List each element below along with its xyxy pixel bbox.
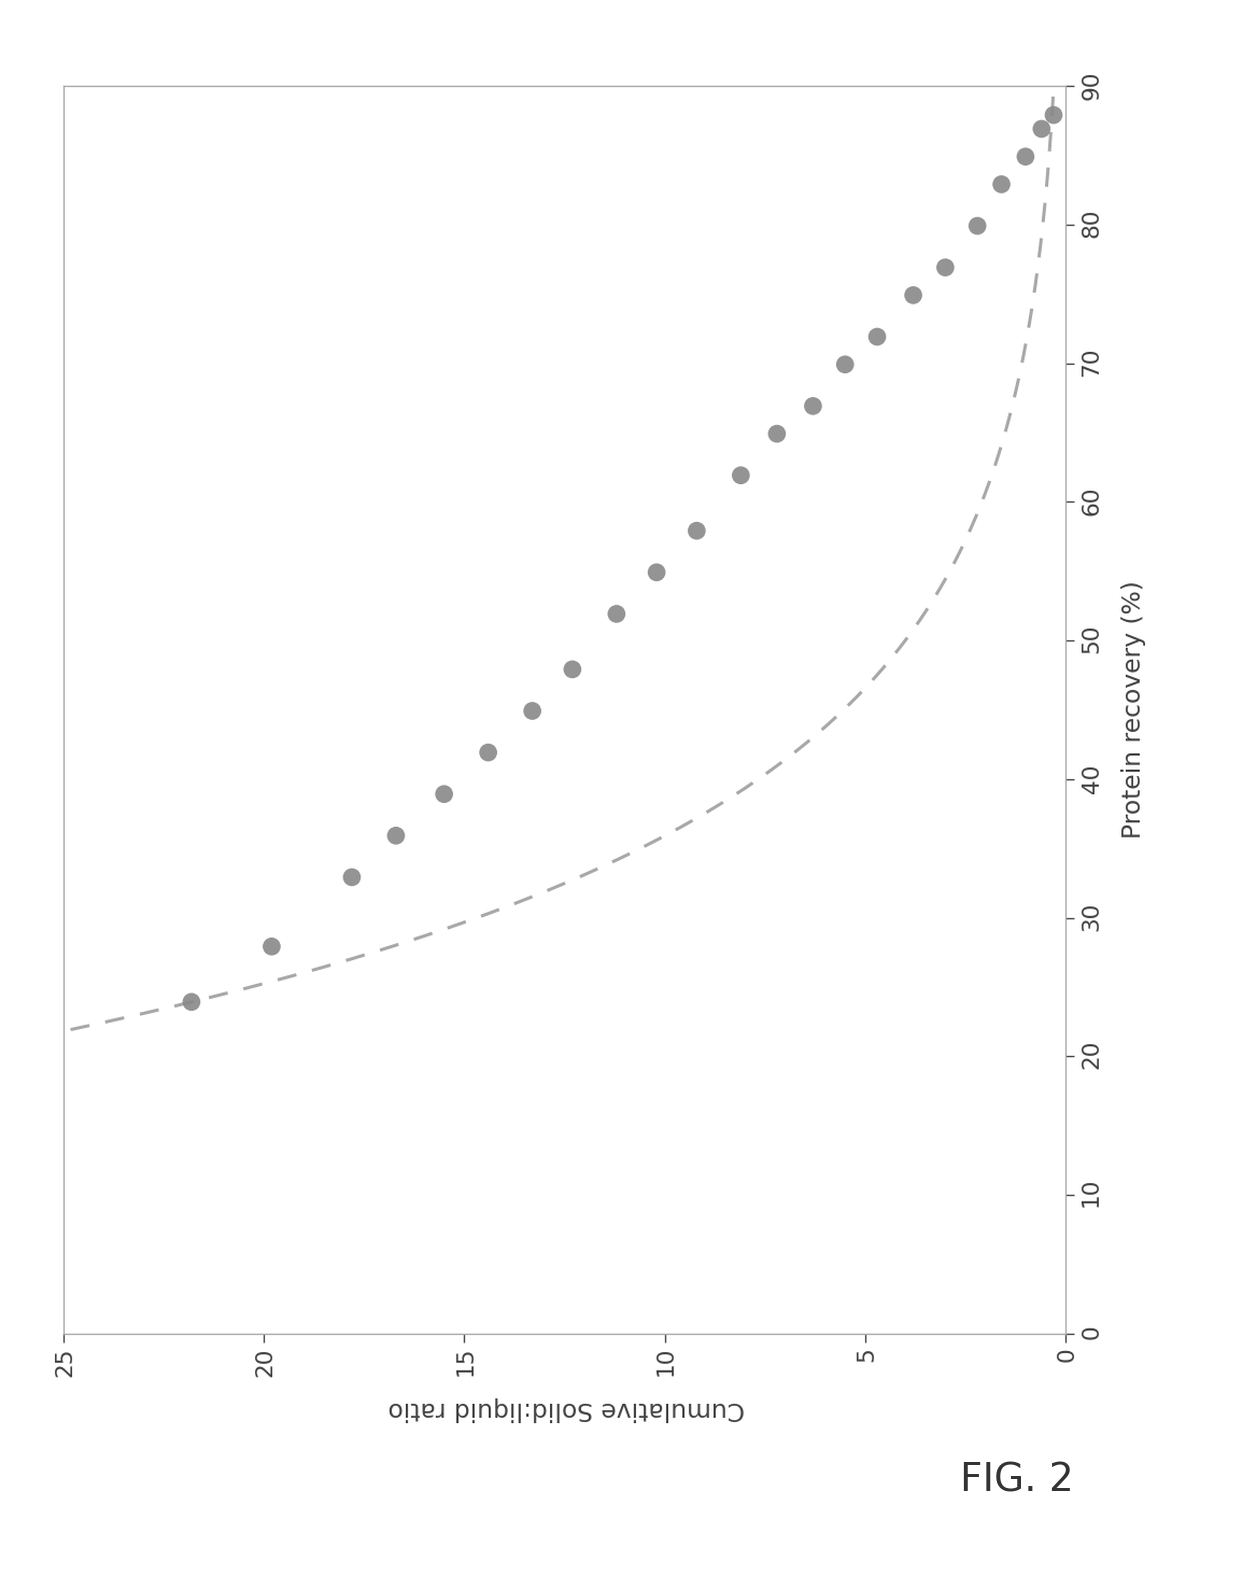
Text: FIG. 2: FIG. 2: [960, 1462, 1074, 1499]
